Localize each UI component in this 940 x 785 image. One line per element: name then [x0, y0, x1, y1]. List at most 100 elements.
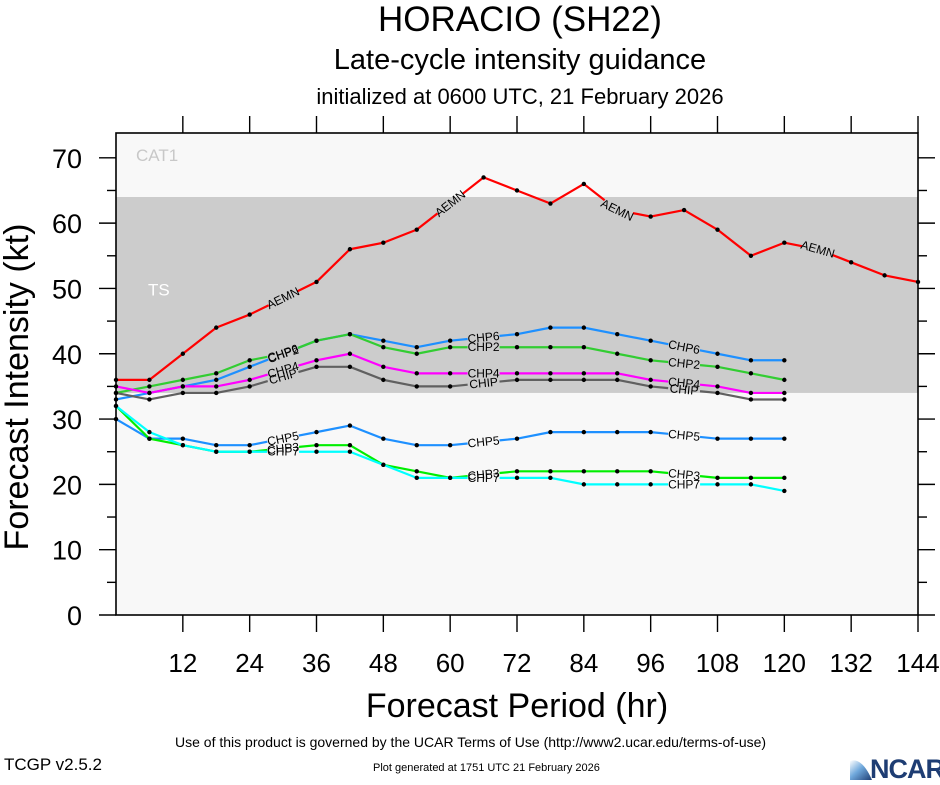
data-point-chip [347, 364, 353, 370]
series-label-chp5: CHP5 [667, 427, 701, 444]
series-segment-chp2 [249, 355, 268, 362]
data-point-chp4 [748, 390, 754, 396]
data-point-chp3 [715, 475, 720, 481]
x-tick-label: 36 [302, 648, 331, 678]
data-point-chp5 [581, 429, 587, 435]
data-point-chp4 [514, 371, 520, 376]
series-segment-chp6 [215, 365, 251, 381]
axes: 12 24 36 48 60 72 84 96 108 120 132 144 0 10 20 30 40 50 6… [52, 116, 940, 678]
series-segment-aemn [884, 274, 919, 283]
data-point-chp4 [347, 351, 353, 356]
series-segment-chp2 [316, 333, 351, 342]
data-point-chp4 [715, 384, 720, 389]
data-point-chp3 [347, 442, 353, 448]
ncar-logo-text: NCAR [870, 754, 940, 784]
data-point-chp4 [648, 377, 653, 383]
data-point-chip [715, 390, 720, 396]
terms-of-use-text: Use of this product is governed by the U… [175, 734, 767, 750]
data-point-chp4 [615, 371, 620, 376]
series-segment-chp2 [182, 372, 217, 381]
series-segment-aemn [182, 326, 217, 355]
series-segment-chip [699, 390, 718, 395]
series-label-chp6: CHP6 [467, 329, 501, 346]
series-segment-chp5 [516, 431, 551, 440]
data-point-chp3 [748, 475, 754, 481]
data-point-chp5 [347, 423, 353, 428]
series-segment-chp2 [149, 378, 184, 388]
series-segment-chip [717, 391, 752, 401]
series-segment-chp6 [249, 358, 269, 368]
data-point-chip [782, 397, 787, 402]
data-point-chip [447, 384, 453, 389]
series-segment-chp4 [717, 385, 752, 395]
data-point-aemn [514, 188, 520, 193]
series-segment-chp2 [583, 346, 618, 355]
data-point-aemn [581, 181, 587, 187]
data-point-chp2 [447, 345, 453, 350]
data-point-chip [247, 384, 252, 389]
series-segment-aemn [583, 183, 606, 202]
series-segment-chp6 [450, 337, 468, 342]
series-segment-chp4 [617, 372, 651, 381]
series-segment-chp6 [416, 339, 451, 349]
data-point-chip [381, 377, 386, 383]
data-point-chip [214, 390, 219, 396]
data-point-aemn [314, 279, 319, 285]
data-point-chip [581, 377, 587, 383]
series-segment-chp3 [298, 444, 317, 448]
series-segment-chp5 [383, 437, 417, 447]
series-segment-chp7 [750, 483, 785, 492]
series-segment-aemn [650, 208, 685, 218]
data-point-chp2 [414, 351, 419, 356]
data-point-aemn [347, 247, 353, 252]
series-segment-chp5 [499, 437, 518, 442]
data-point-chp5 [180, 436, 186, 441]
data-point-chp4 [247, 377, 252, 383]
data-point-aemn [481, 175, 486, 180]
data-point-chp7 [347, 449, 353, 454]
data-point-aemn [782, 240, 787, 245]
data-point-chp2 [314, 338, 319, 343]
version-label: TCGP v2.5.2 [4, 755, 102, 774]
y-tick-label: 30 [52, 405, 82, 435]
series-segment-chp4 [216, 378, 250, 388]
series-segment-chp4 [316, 352, 351, 362]
data-point-chp6 [548, 325, 553, 330]
data-point-chp5 [715, 436, 720, 441]
series-segment-chp4 [149, 385, 184, 395]
data-point-chp7 [447, 475, 453, 481]
data-point-chip [615, 377, 620, 383]
series-segment-chp6 [499, 333, 518, 337]
series-segment-chp6 [516, 326, 551, 336]
series-segment-chp5 [699, 435, 718, 440]
data-point-chp2 [214, 371, 219, 376]
series-segment-chp6 [617, 333, 651, 342]
series-segment-chip [115, 391, 150, 401]
data-point-chp6 [447, 338, 453, 343]
series-segment-chp5 [182, 437, 217, 447]
series-segment-chp5 [249, 440, 268, 447]
data-point-chip [648, 384, 653, 389]
data-point-chp7 [581, 482, 587, 487]
data-point-chp5 [648, 429, 653, 435]
data-point-chp2 [581, 345, 587, 350]
data-point-chp2 [514, 345, 520, 350]
chart-subtitle: Late-cycle intensity guidance [333, 44, 707, 76]
series-segment-aemn [784, 241, 803, 248]
series-segment-chp6 [699, 349, 718, 355]
series-segment-aemn [632, 212, 651, 218]
data-point-chp7 [648, 482, 653, 487]
series-segment-chp7 [349, 450, 384, 466]
series-segment-chp7 [382, 463, 418, 479]
chart-init-time: initialized at 0600 UTC, 21 February 202… [316, 84, 724, 109]
data-point-chp7 [147, 429, 152, 435]
x-tick-label: 72 [503, 648, 532, 678]
series-segment-chp6 [717, 352, 752, 362]
series-segment-chp4 [349, 352, 384, 368]
x-tick-label: 120 [763, 648, 806, 678]
data-point-chp4 [314, 358, 319, 363]
data-point-aemn [247, 312, 252, 317]
series-segment-aemn [416, 212, 439, 231]
series-segment-aemn [683, 209, 719, 231]
series-segment-chp7 [149, 431, 184, 447]
